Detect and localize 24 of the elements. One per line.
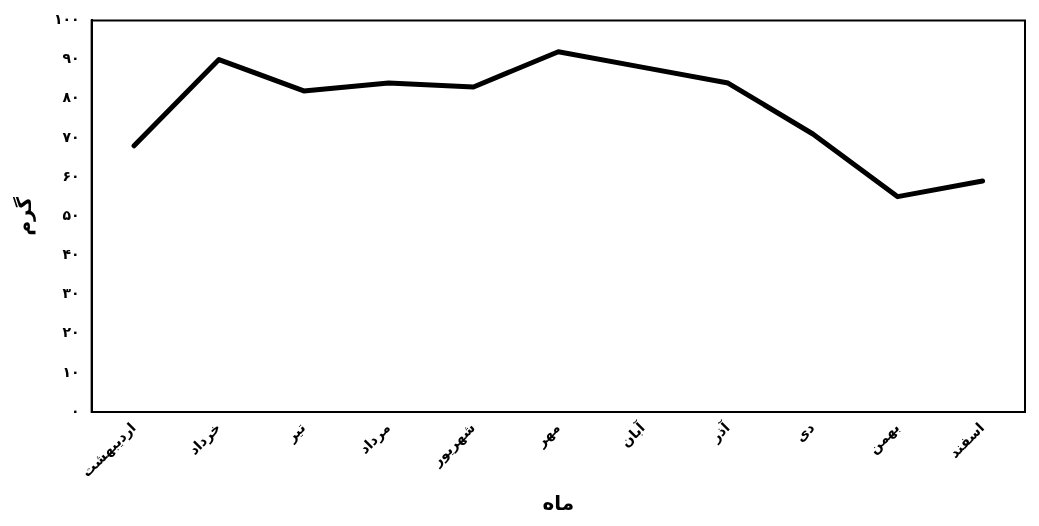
x-tick-label: شهریور xyxy=(428,419,479,471)
y-tick-label: ۸۰ xyxy=(62,89,80,106)
x-tick-label: خرداد xyxy=(185,419,225,459)
x-tick-label: مرداد xyxy=(356,419,395,458)
y-tick-label: ۹۰ xyxy=(62,50,80,67)
y-tick-label: ۵۰ xyxy=(62,206,80,223)
x-tick-label: آبان xyxy=(616,417,649,451)
y-tick-label: ۶۰ xyxy=(62,167,80,184)
x-tick-label: دی xyxy=(792,419,818,445)
x-tick-label: مهر xyxy=(532,419,564,451)
y-tick-label: ۳۰ xyxy=(62,285,80,302)
x-tick-label: تیر xyxy=(282,419,310,447)
x-tick-label: آذر xyxy=(705,417,734,446)
y-tick-label: ۰ xyxy=(71,402,80,419)
y-tick-label: ۴۰ xyxy=(62,246,80,263)
x-tick-label: اسفند xyxy=(945,419,988,461)
x-tick-label: اردیبهشت xyxy=(78,419,140,481)
y-tick-label: ۷۰ xyxy=(62,128,80,145)
x-tick-label: بهمن xyxy=(865,419,904,458)
x-axis-title: ماه xyxy=(542,491,575,516)
y-tick-label: ۱۰۰ xyxy=(53,11,80,28)
y-tick-label: ۱۰ xyxy=(62,363,80,380)
y-tick-label: ۲۰ xyxy=(62,324,80,341)
y-axis-title: گرم xyxy=(12,196,37,236)
